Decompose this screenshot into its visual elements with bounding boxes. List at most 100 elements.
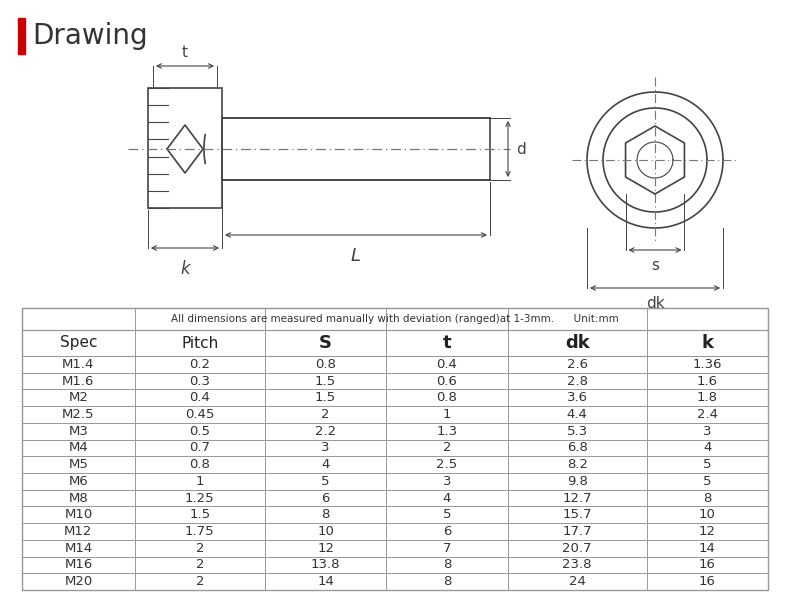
Text: 1.36: 1.36 <box>693 358 722 371</box>
Text: M3: M3 <box>69 425 88 437</box>
Text: 2.6: 2.6 <box>566 358 588 371</box>
Bar <box>22 457 768 473</box>
Text: 1.25: 1.25 <box>185 492 215 505</box>
Text: 4: 4 <box>322 458 329 471</box>
Text: M2: M2 <box>69 392 88 404</box>
Text: 1: 1 <box>196 475 204 488</box>
Text: t: t <box>442 334 451 352</box>
Text: 6: 6 <box>322 492 329 505</box>
Text: 2: 2 <box>196 575 204 588</box>
Bar <box>22 423 768 440</box>
Bar <box>22 507 768 523</box>
Text: 2: 2 <box>322 408 330 421</box>
Text: 0.8: 0.8 <box>315 358 336 371</box>
Text: M4: M4 <box>69 442 88 454</box>
Text: 23.8: 23.8 <box>562 558 592 572</box>
Bar <box>22 540 768 557</box>
Text: 3.6: 3.6 <box>566 392 588 404</box>
Bar <box>22 473 768 490</box>
Text: dk: dk <box>645 296 664 311</box>
Bar <box>18 18 25 54</box>
Bar <box>22 573 768 590</box>
Text: Spec: Spec <box>59 336 97 350</box>
Text: 3: 3 <box>322 442 330 454</box>
Bar <box>22 406 768 423</box>
Text: 1.3: 1.3 <box>437 425 457 437</box>
Text: M20: M20 <box>64 575 92 588</box>
Text: 5: 5 <box>322 475 330 488</box>
Text: 0.3: 0.3 <box>190 374 210 387</box>
Text: M12: M12 <box>64 525 92 538</box>
Text: 0.6: 0.6 <box>437 374 457 387</box>
Text: 5: 5 <box>703 475 712 488</box>
Text: M14: M14 <box>64 542 92 555</box>
Text: M2.5: M2.5 <box>62 408 95 421</box>
Text: S: S <box>319 334 332 352</box>
Text: k: k <box>702 334 713 352</box>
Text: 2: 2 <box>443 442 451 454</box>
Text: M1.4: M1.4 <box>62 358 95 371</box>
Text: M1.6: M1.6 <box>62 374 95 387</box>
Text: 0.4: 0.4 <box>437 358 457 371</box>
Text: 1.75: 1.75 <box>185 525 215 538</box>
Text: 9.8: 9.8 <box>566 475 588 488</box>
Text: 5: 5 <box>443 508 451 522</box>
Text: 10: 10 <box>699 508 716 522</box>
Text: 15.7: 15.7 <box>562 508 592 522</box>
Bar <box>148 88 222 208</box>
Text: 2.8: 2.8 <box>566 374 588 387</box>
Text: 2.4: 2.4 <box>697 408 718 421</box>
Text: 16: 16 <box>699 575 716 588</box>
Text: 2.5: 2.5 <box>437 458 457 471</box>
Text: 8: 8 <box>703 492 712 505</box>
Bar <box>222 118 490 180</box>
Text: 0.7: 0.7 <box>190 442 210 454</box>
Text: 12.7: 12.7 <box>562 492 592 505</box>
Text: 3: 3 <box>443 475 451 488</box>
Bar <box>22 490 768 507</box>
Text: 24: 24 <box>569 575 585 588</box>
Text: 4.4: 4.4 <box>566 408 588 421</box>
Text: 1.6: 1.6 <box>697 374 718 387</box>
Text: 4: 4 <box>703 442 712 454</box>
Text: M5: M5 <box>69 458 88 471</box>
Text: 14: 14 <box>699 542 716 555</box>
Text: 2.2: 2.2 <box>315 425 337 437</box>
Text: 7: 7 <box>443 542 451 555</box>
Text: 8.2: 8.2 <box>566 458 588 471</box>
Text: 14: 14 <box>317 575 334 588</box>
Text: L: L <box>351 247 361 265</box>
Text: M10: M10 <box>64 508 92 522</box>
Text: 16: 16 <box>699 558 716 572</box>
Text: 1.5: 1.5 <box>315 374 337 387</box>
Text: 8: 8 <box>443 558 451 572</box>
Text: 8: 8 <box>322 508 329 522</box>
Text: 1: 1 <box>443 408 451 421</box>
Text: 12: 12 <box>317 542 334 555</box>
Text: 12: 12 <box>699 525 716 538</box>
Text: 4: 4 <box>443 492 451 505</box>
Bar <box>22 356 768 372</box>
Bar <box>22 308 768 590</box>
Text: 5: 5 <box>703 458 712 471</box>
Bar <box>22 372 768 389</box>
Bar <box>22 440 768 457</box>
Text: 5.3: 5.3 <box>566 425 588 437</box>
Text: 6: 6 <box>443 525 451 538</box>
Text: s: s <box>651 258 659 273</box>
Text: t: t <box>182 45 188 60</box>
Text: 2: 2 <box>196 558 204 572</box>
Text: 6.8: 6.8 <box>566 442 588 454</box>
Bar <box>22 557 768 573</box>
Text: 0.2: 0.2 <box>190 358 210 371</box>
Text: 1.5: 1.5 <box>315 392 337 404</box>
Text: 1.5: 1.5 <box>190 508 210 522</box>
Text: All dimensions are measured manually with deviation (ranged)at 1-3mm.      Unit:: All dimensions are measured manually wit… <box>171 314 619 324</box>
Text: 10: 10 <box>317 525 334 538</box>
Text: 0.8: 0.8 <box>190 458 210 471</box>
Text: 0.8: 0.8 <box>437 392 457 404</box>
Text: k: k <box>180 260 190 278</box>
Bar <box>22 389 768 406</box>
Text: M8: M8 <box>69 492 88 505</box>
Bar <box>22 523 768 540</box>
